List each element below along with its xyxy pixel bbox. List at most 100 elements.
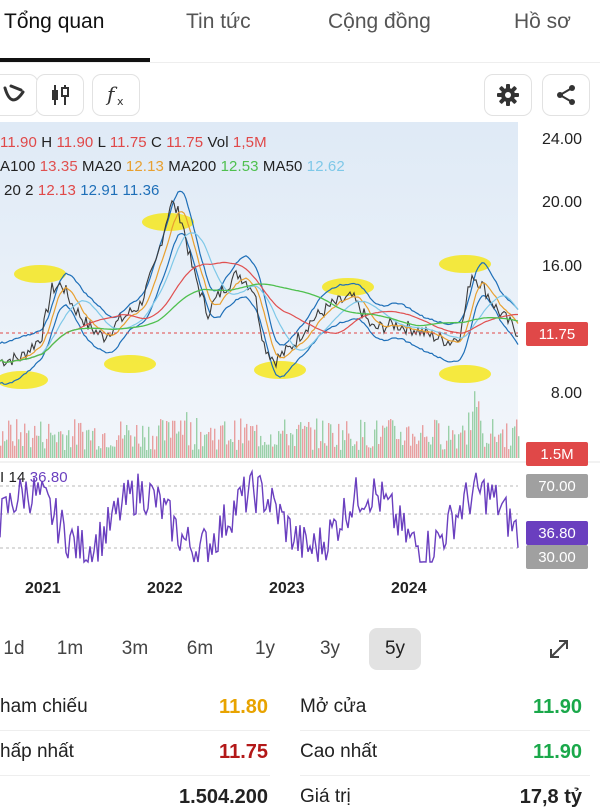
volume-bar	[14, 445, 16, 458]
drawing-tool-button[interactable]	[0, 74, 38, 116]
ma100-value: 13.35	[39, 158, 78, 175]
volume-bar	[96, 449, 98, 458]
volume-bar	[366, 445, 368, 458]
reference-price-label: ham chiếu	[0, 696, 88, 717]
volume-bar	[2, 431, 4, 458]
volume-bar	[518, 436, 520, 458]
volume-bar	[428, 441, 430, 458]
range-6m[interactable]: 6m	[186, 638, 214, 659]
rsi-line	[0, 468, 519, 564]
volume-bar	[484, 446, 486, 458]
volume-bar	[330, 424, 332, 458]
volume-bar	[54, 434, 56, 458]
volume-bar	[320, 441, 322, 458]
volume-bar	[446, 440, 448, 458]
volume-bar	[22, 446, 24, 458]
volume-bar	[412, 433, 414, 458]
volume-bar	[510, 445, 512, 458]
ohlc-high-label: H	[41, 134, 53, 151]
volume-bar	[90, 440, 92, 458]
range-1d[interactable]: 1d	[3, 638, 25, 659]
volume-bar	[32, 437, 34, 458]
volume-bar	[488, 443, 490, 458]
volume-bar	[0, 445, 2, 458]
ma50-line	[0, 232, 519, 364]
highlight-mark	[0, 371, 48, 389]
share-button[interactable]	[542, 74, 590, 116]
volume-bar	[434, 419, 436, 458]
range-3m[interactable]: 3m	[121, 638, 149, 659]
volume-bar	[4, 441, 6, 458]
volume-bar	[480, 420, 482, 458]
open-price-value: 11.90	[533, 696, 582, 718]
volume-bar	[426, 436, 428, 458]
candlestick-button[interactable]	[36, 74, 84, 116]
volume-bar	[26, 433, 28, 458]
volume-bar	[308, 422, 310, 458]
volume-bar	[306, 426, 308, 458]
volume-bar	[382, 425, 384, 458]
volume-bar	[318, 448, 320, 458]
rsi-high-badge: 70.00	[526, 474, 588, 498]
volume-bar	[256, 424, 258, 458]
volume-bar	[196, 418, 198, 458]
rsi-low-badge: 30.00	[526, 545, 588, 569]
price-chart[interactable]: 11.90 H 11.90 L 11.75 C 11.75 Vol 1,5M A…	[0, 122, 600, 602]
volume-bar	[142, 425, 144, 458]
volume-bar	[398, 439, 400, 458]
bollinger-lower-line	[0, 232, 519, 385]
settings-button[interactable]	[484, 74, 532, 116]
volume-bar	[192, 449, 194, 458]
volume-bar	[292, 434, 294, 458]
tab-community[interactable]: Cộng đồng	[328, 10, 431, 33]
volume-bar	[218, 439, 220, 458]
tab-profile[interactable]: Hồ sơ	[514, 10, 571, 33]
top-tab-bar: Tổng quan Tin tức Cộng đồng Hồ sơ	[0, 0, 600, 63]
volume-bar	[424, 437, 426, 458]
volume-bar	[198, 449, 200, 458]
tab-overview[interactable]: Tổng quan	[4, 10, 105, 33]
year-label: 2021	[25, 580, 61, 597]
volume-bar	[432, 436, 434, 458]
range-3y[interactable]: 3y	[319, 638, 341, 659]
volume-bar	[210, 427, 212, 458]
volume-bar	[238, 439, 240, 458]
volume-bar	[486, 442, 488, 458]
volume-bar	[266, 444, 268, 458]
volume-bar	[274, 444, 276, 458]
volume-bar	[200, 431, 202, 458]
ohlc-close-value: 11.75	[166, 134, 204, 151]
volume-bar	[268, 444, 270, 458]
volume-bar	[280, 433, 282, 458]
volume-bar	[440, 444, 442, 458]
volume-bar	[410, 445, 412, 458]
volume-bar	[70, 447, 72, 458]
fullscreen-button[interactable]	[544, 634, 574, 664]
volume-bar	[282, 430, 284, 458]
volume-bar	[402, 445, 404, 458]
volume-bar	[186, 412, 188, 458]
volume-bar	[234, 420, 236, 458]
tab-news[interactable]: Tin tức	[186, 10, 251, 33]
volume-bar	[276, 444, 278, 458]
function-button[interactable]: f x	[92, 74, 140, 116]
chart-background	[0, 122, 518, 458]
volume-bar	[302, 428, 304, 458]
highlight-mark	[104, 355, 156, 373]
low-price-label: hấp nhất	[0, 741, 74, 762]
volume-bar	[174, 420, 176, 458]
volume-bar	[340, 449, 342, 458]
volume-bar	[68, 430, 70, 458]
range-5y[interactable]: 5y	[369, 628, 421, 670]
volume-bar	[208, 432, 210, 458]
volume-bar	[206, 434, 208, 458]
rsi-current-badge: 36.80	[526, 521, 588, 545]
range-1y[interactable]: 1y	[254, 638, 276, 659]
volume-bar	[294, 446, 296, 458]
range-1m[interactable]: 1m	[56, 638, 84, 659]
volume-bar	[82, 431, 84, 458]
volume-bar	[230, 439, 232, 458]
volume-bar	[92, 430, 94, 458]
gear-icon	[497, 84, 519, 106]
volume-bar	[362, 437, 364, 458]
